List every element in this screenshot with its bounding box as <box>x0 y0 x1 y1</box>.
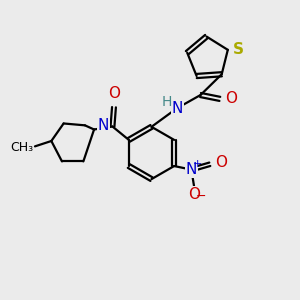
Text: O: O <box>225 92 237 106</box>
Text: +: + <box>193 159 203 169</box>
Text: N: N <box>98 118 109 134</box>
Text: CH₃: CH₃ <box>11 141 34 154</box>
Text: O: O <box>108 86 120 101</box>
Text: −: − <box>196 190 206 203</box>
Text: O: O <box>215 155 227 170</box>
Text: N: N <box>172 101 183 116</box>
Text: S: S <box>233 42 244 57</box>
Text: N: N <box>186 162 197 177</box>
Text: H: H <box>161 95 172 110</box>
Text: O: O <box>188 187 200 202</box>
